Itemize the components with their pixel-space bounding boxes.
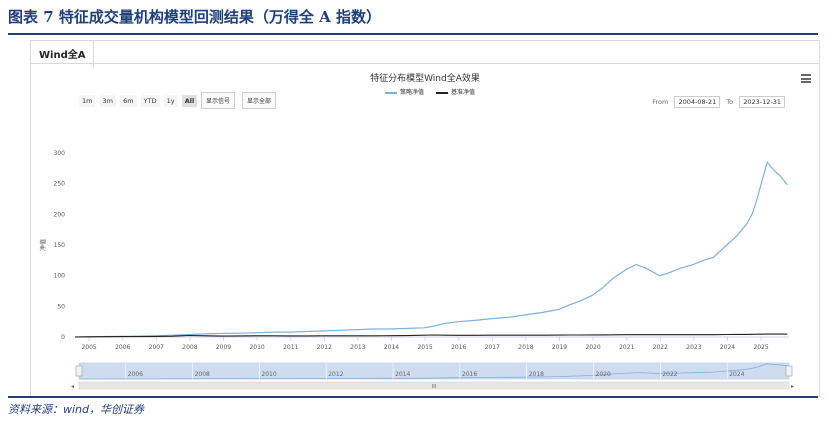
x-tick-label: 2010 — [249, 344, 264, 351]
navigator-tick-label: 2008 — [195, 371, 210, 378]
source-note: 资料来源：wind，华创证券 — [8, 403, 145, 416]
legend-label-strategy[interactable]: 策略净值 — [400, 89, 425, 96]
show-signal-button[interactable]: 显示信号 — [201, 92, 236, 109]
y-tick-label: 50 — [57, 303, 65, 310]
zoom-1m-button[interactable]: 1m — [79, 95, 96, 107]
x-tick-label: 2007 — [149, 344, 164, 351]
figure-title: 图表 7 特征成交量机构模型回测结果（万得全 A 指数） — [8, 8, 381, 26]
tab-wind-all-a[interactable]: Wind全A — [31, 41, 95, 67]
navigator-scrollbar[interactable] — [78, 381, 790, 390]
y-axis-label: 净值 — [39, 239, 47, 251]
y-tick-label: 100 — [54, 273, 66, 280]
x-tick-label: 2008 — [182, 344, 197, 351]
zoom-6m-button[interactable]: 6m — [120, 95, 137, 107]
navigator-handle-right[interactable] — [785, 365, 793, 377]
x-tick-label: 2017 — [485, 344, 500, 351]
x-tick-label: 2009 — [216, 344, 231, 351]
scroll-right-arrow-icon[interactable]: ▸ — [791, 383, 794, 390]
navigator-tick-label: 2022 — [662, 371, 677, 378]
scroll-left-arrow-icon[interactable]: ◂ — [71, 383, 74, 390]
date-range: From 2004-08-21 To 2023-12-31 — [652, 96, 789, 108]
y-tick-label: 0 — [61, 334, 65, 341]
zoom-all-button[interactable]: All — [181, 95, 198, 107]
hamburger-menu-icon[interactable] — [801, 74, 811, 83]
range-to-label: To — [726, 98, 734, 106]
legend-label-benchmark[interactable]: 基准净值 — [450, 89, 475, 96]
y-tick-label: 250 — [54, 181, 66, 188]
legend-swatch-benchmark — [435, 91, 448, 94]
chart-title: 特征分布模型Wind全A效果 — [370, 74, 480, 84]
scrollbar-grip-icon: III — [432, 384, 436, 390]
navigator-tick-label: 2012 — [328, 371, 343, 378]
strategy-line — [74, 160, 788, 338]
zoom-ytd-button[interactable]: YTD — [140, 95, 160, 107]
navigator-tick-label: 2020 — [596, 371, 611, 378]
show-all-button[interactable]: 显示全部 — [242, 92, 277, 109]
navigator-handle-left[interactable] — [75, 365, 83, 377]
zoom-1y-button[interactable]: 1y — [163, 95, 178, 107]
chart-svg: 0 50 100 150 200 250 300 净值 2005 2006 2007 2008 2009… — [39, 150, 794, 390]
x-tick-label: 2025 — [753, 344, 768, 351]
x-tick-label: 2011 — [283, 344, 298, 351]
x-tick-label: 2023 — [686, 344, 701, 351]
navigator-tick-label: 2024 — [729, 371, 744, 378]
x-tick-label: 2020 — [585, 344, 600, 351]
range-from-label: From — [652, 98, 669, 106]
y-tick-label: 300 — [54, 150, 66, 157]
chart-legend: 策略净值 基准净值 — [31, 87, 819, 96]
x-tick-label: 2006 — [115, 344, 130, 351]
benchmark-line — [74, 333, 788, 338]
x-tick-label: 2014 — [384, 344, 399, 351]
navigator-tick-label: 2016 — [462, 371, 477, 378]
x-tick-label: 2015 — [417, 344, 432, 351]
x-tick-label: 2024 — [720, 344, 735, 351]
y-tick-label: 200 — [54, 211, 66, 218]
tab-divider — [31, 63, 819, 64]
title-rule — [8, 33, 818, 35]
navigator-tick-label: 2014 — [395, 371, 410, 378]
x-tick-label: 2022 — [653, 344, 668, 351]
navigator-tick-label: 2006 — [128, 371, 143, 378]
x-tick-label: 2013 — [350, 344, 365, 351]
x-tick-label: 2021 — [619, 344, 634, 351]
range-from-input[interactable]: 2004-08-21 — [674, 96, 721, 108]
chart-panel: Wind全A 特征分布模型Wind全A效果 策略净值 基准净值 1m 3m 6m… — [30, 40, 820, 397]
range-to-input[interactable]: 2023-12-31 — [739, 96, 785, 108]
x-tick-label: 2018 — [518, 344, 533, 351]
x-tick-label: 2019 — [552, 344, 567, 351]
x-tick-label: 2016 — [451, 344, 466, 351]
source-rule — [8, 396, 818, 398]
navigator-tick-label: 2010 — [261, 371, 276, 378]
x-tick-label: 2012 — [317, 344, 332, 351]
x-tick-label: 2005 — [81, 344, 96, 351]
y-tick-label: 150 — [54, 242, 66, 249]
navigator-tick-label: 2018 — [529, 371, 544, 378]
zoom-selector: 1m 3m 6m YTD 1y All — [79, 95, 199, 107]
navigator-window — [78, 362, 790, 380]
legend-swatch-strategy — [385, 91, 398, 94]
zoom-3m-button[interactable]: 3m — [99, 95, 117, 107]
